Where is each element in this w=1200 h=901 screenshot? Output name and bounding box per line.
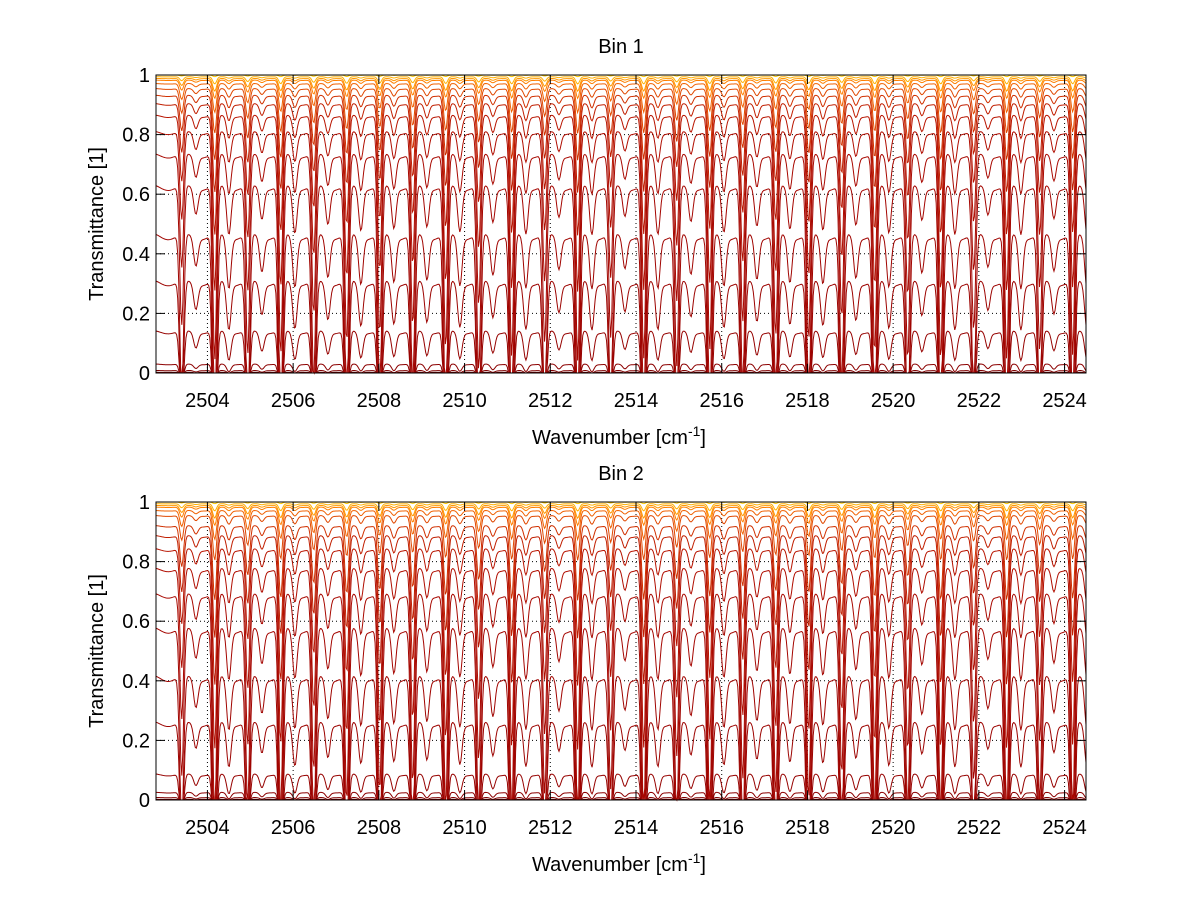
y-tick-label: 0 xyxy=(139,363,150,385)
series-line xyxy=(155,233,1087,374)
x-axis-label-sup: -1 xyxy=(688,423,701,439)
axis-ticks: 2504 2506 2508 2510 2512 2514 2516 2518 2520 2522… xyxy=(122,492,1087,839)
series-line xyxy=(155,506,1087,527)
series-line xyxy=(155,535,1087,639)
series-line xyxy=(155,131,1087,292)
series-line xyxy=(155,83,1087,115)
series-line xyxy=(155,503,1087,512)
y-tick-label: 1 xyxy=(139,492,150,514)
x-tick-label: 2518 xyxy=(785,390,830,412)
y-tick-label: 0.2 xyxy=(122,730,150,752)
series-line xyxy=(155,504,1087,520)
series-line xyxy=(155,721,1087,801)
y-tick-label: 0.4 xyxy=(122,244,150,266)
x-tick-label: 2512 xyxy=(528,817,573,839)
x-axis-label-sup: -1 xyxy=(688,850,701,866)
series-line xyxy=(155,280,1087,374)
x-tick-label: 2510 xyxy=(442,817,487,839)
y-tick-label: 1 xyxy=(139,65,150,87)
series-line xyxy=(155,88,1087,134)
x-tick-label: 2514 xyxy=(614,390,659,412)
chart-panel-bin-2: Bin 2 2504 2506 2508 2510 2512 2514 2516 2518 25… xyxy=(86,463,1087,876)
x-tick-label: 2522 xyxy=(957,390,1002,412)
y-tick-label: 0.8 xyxy=(122,125,150,147)
series-line xyxy=(155,627,1087,802)
x-tick-label: 2520 xyxy=(871,390,916,412)
x-tick-label: 2520 xyxy=(871,817,916,839)
x-tick-label: 2512 xyxy=(528,390,573,412)
x-tick-label: 2518 xyxy=(785,817,830,839)
y-tick-label: 0.4 xyxy=(122,671,150,693)
series-line xyxy=(155,103,1087,193)
y-axis-label: Transmittance [1] xyxy=(86,574,108,728)
x-tick-label: 2506 xyxy=(271,817,316,839)
x-tick-label: 2504 xyxy=(185,390,230,412)
series-line xyxy=(155,593,1087,801)
axes-box xyxy=(155,74,1087,374)
x-tick-label: 2508 xyxy=(357,390,402,412)
y-tick-label: 0.2 xyxy=(122,303,150,325)
series-line xyxy=(155,153,1087,361)
series-line xyxy=(155,515,1087,561)
x-axis-label-main: Wavenumber [cm xyxy=(532,427,688,449)
series-line xyxy=(155,76,1087,85)
series-line xyxy=(155,114,1087,236)
series-line xyxy=(155,675,1087,801)
series-line xyxy=(155,567,1087,750)
x-tick-label: 2506 xyxy=(271,390,316,412)
x-axis-label: Wavenumber [cm-1] xyxy=(532,850,706,876)
x-tick-label: 2524 xyxy=(1042,817,1087,839)
x-tick-label: 2510 xyxy=(442,390,487,412)
series-line xyxy=(155,77,1087,93)
x-axis-label-end: ] xyxy=(700,854,706,876)
y-tick-label: 0.6 xyxy=(122,184,150,206)
y-tick-label: 0.8 xyxy=(122,552,150,574)
x-axis-label-end: ] xyxy=(700,427,706,449)
x-tick-label: 2524 xyxy=(1042,390,1087,412)
series-line xyxy=(155,525,1087,601)
chart-title: Bin 1 xyxy=(598,36,644,58)
y-tick-label: 0 xyxy=(139,790,150,812)
y-tick-label: 0.6 xyxy=(122,611,150,633)
y-axis-label: Transmittance [1] xyxy=(86,147,108,301)
x-tick-label: 2516 xyxy=(699,390,744,412)
series-line xyxy=(155,185,1087,375)
x-tick-label: 2514 xyxy=(614,817,659,839)
x-tick-label: 2522 xyxy=(957,817,1002,839)
x-axis-label-main: Wavenumber [cm xyxy=(532,854,688,876)
x-tick-label: 2504 xyxy=(185,817,230,839)
series-line xyxy=(155,548,1087,686)
series-line xyxy=(155,94,1087,161)
chart-title: Bin 2 xyxy=(598,463,644,485)
series-line xyxy=(155,510,1087,542)
x-axis-label: Wavenumber [cm-1] xyxy=(532,423,706,449)
axes-box xyxy=(155,501,1087,801)
axis-ticks: 2504 2506 2508 2510 2512 2514 2516 2518 2520 2522… xyxy=(122,65,1087,412)
chart-panel-bin-1: Bin 1 2504 2506 2508 2510 2512 2514 2516 2518 25… xyxy=(86,36,1087,449)
x-tick-label: 2516 xyxy=(699,817,744,839)
x-tick-label: 2508 xyxy=(357,817,402,839)
series-line xyxy=(155,79,1087,100)
